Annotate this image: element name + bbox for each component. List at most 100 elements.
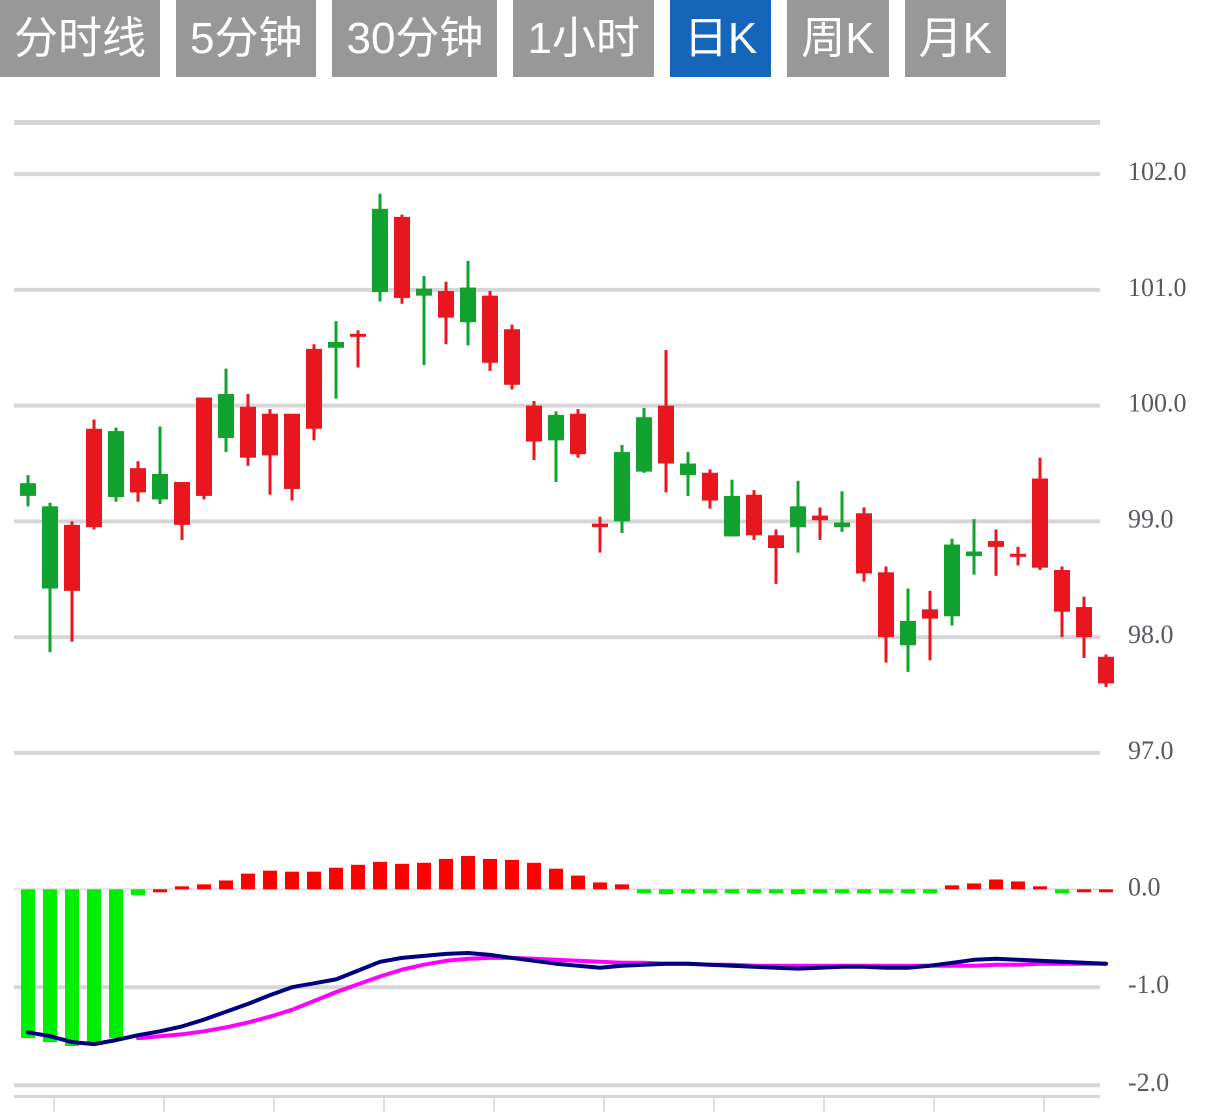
candle-body <box>746 494 762 536</box>
candle <box>64 521 80 642</box>
candle <box>1098 654 1114 687</box>
candle <box>372 193 388 302</box>
tab-3[interactable]: 1小时 <box>513 0 654 77</box>
macd-bar <box>901 889 915 894</box>
candle-body <box>262 413 278 456</box>
tab-5[interactable]: 周K <box>787 0 889 77</box>
candle <box>702 469 718 509</box>
candle-wick <box>422 275 426 366</box>
candle <box>328 321 344 399</box>
candle <box>636 407 652 473</box>
tab-label: 5分钟 <box>190 13 303 63</box>
x-axis-line <box>14 1095 1100 1098</box>
candle-body <box>372 208 388 293</box>
macd-bar <box>219 880 233 890</box>
candle <box>988 529 1004 576</box>
candle-body <box>636 417 652 472</box>
macd-bar <box>505 859 519 890</box>
candle-wick <box>774 529 778 584</box>
candle <box>592 516 608 553</box>
tab-4[interactable]: 日K <box>669 0 772 77</box>
macd-bar <box>791 889 805 895</box>
candle-body <box>1010 553 1026 557</box>
macd-bar <box>1033 886 1047 890</box>
candle-body <box>86 428 102 528</box>
macd-bar <box>527 862 541 890</box>
tab-2[interactable]: 30分钟 <box>332 0 498 77</box>
candle <box>460 260 476 346</box>
price-axis-labels: 102.0 101.0 100.0 99.0 98.0 97.0 <box>1128 157 1187 765</box>
macd-tick-label: 0.0 <box>1128 872 1161 901</box>
candle-body <box>130 468 146 493</box>
candle-body <box>108 431 124 498</box>
x-axis-tick <box>603 1098 605 1112</box>
x-axis-tick <box>493 1098 495 1112</box>
x-axis <box>14 1095 1100 1112</box>
candle <box>1032 457 1048 571</box>
macd-bar <box>483 858 497 890</box>
macd-bar <box>615 884 629 890</box>
candle <box>416 275 432 366</box>
macd-bar <box>417 862 431 890</box>
macd-bar <box>747 889 761 894</box>
tab-label: 月K <box>918 13 992 63</box>
candle-wick <box>928 590 932 661</box>
macd-bar <box>835 889 849 894</box>
macd-dea-line <box>136 955 1108 1041</box>
candle <box>482 291 498 371</box>
candle-body <box>944 544 960 617</box>
price-gridline <box>14 750 1100 755</box>
tab-6[interactable]: 月K <box>904 0 1006 77</box>
macd-bar <box>373 861 387 890</box>
candle <box>394 214 410 304</box>
macd-bar <box>65 889 79 1047</box>
candle-wick <box>180 521 184 540</box>
candle-body <box>988 541 1004 547</box>
candle <box>768 529 784 584</box>
macd-bar <box>241 873 255 890</box>
candle-wick <box>994 529 998 576</box>
price-tick-label: 98.0 <box>1128 620 1174 649</box>
candle-body <box>878 572 894 638</box>
macd-histogram <box>21 855 1113 1047</box>
candle-wick <box>840 491 844 532</box>
macd-bar <box>769 889 783 894</box>
candle <box>790 480 806 553</box>
chart-area: 102.0 101.0 100.0 99.0 98.0 97.0 0.0 -1.0 -2.0 <box>0 95 1207 1117</box>
macd-bar <box>109 889 123 1039</box>
candle <box>240 394 256 466</box>
macd-bar <box>681 889 695 894</box>
macd-bar <box>593 882 607 890</box>
price-gridlines <box>14 120 1100 755</box>
candle <box>130 461 146 502</box>
macd-bar <box>967 883 981 890</box>
macd-bar <box>439 858 453 890</box>
candle-body <box>20 483 36 496</box>
candle-wick <box>356 330 360 368</box>
x-axis-tick <box>53 1098 55 1112</box>
tab-label: 日K <box>683 13 758 63</box>
candle-body <box>1032 478 1048 568</box>
candle-wick <box>554 411 558 483</box>
candle-body <box>284 413 300 489</box>
candle-body <box>592 523 608 528</box>
macd-bar <box>549 868 563 890</box>
candle <box>42 502 58 653</box>
tab-1[interactable]: 5分钟 <box>176 0 317 77</box>
candle <box>746 490 762 540</box>
x-axis-tick <box>713 1098 715 1112</box>
macd-tick-label: -2.0 <box>1128 1068 1169 1097</box>
tab-label: 30分钟 <box>346 13 484 63</box>
candle <box>966 519 982 575</box>
tab-0[interactable]: 分时线 <box>0 0 160 77</box>
candle-body <box>834 522 850 528</box>
candle <box>680 451 696 496</box>
candle-body <box>196 397 212 496</box>
macd-gridlines <box>14 888 1100 1088</box>
candle-body <box>218 394 234 439</box>
price-tick-label: 102.0 <box>1128 157 1187 186</box>
candle <box>922 590 938 661</box>
candle-body <box>42 506 58 589</box>
macd-bar <box>989 879 1003 890</box>
kline-chart-svg[interactable]: 102.0 101.0 100.0 99.0 98.0 97.0 0.0 -1.0 -2.0 <box>0 95 1207 1117</box>
